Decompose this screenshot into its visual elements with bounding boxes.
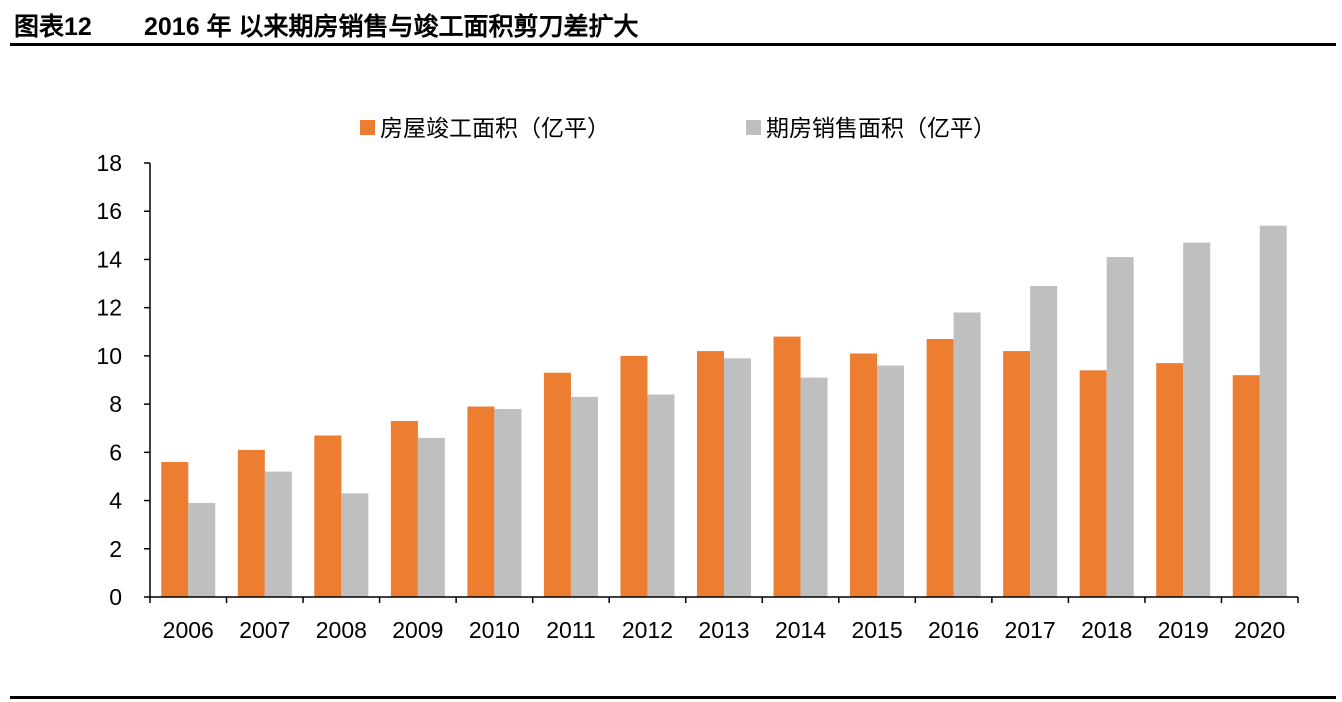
x-tick-label: 2014 bbox=[775, 617, 826, 643]
bar-presale-2008 bbox=[341, 493, 369, 597]
bar-completed-2012 bbox=[620, 355, 648, 597]
x-tick-label: 2020 bbox=[1234, 617, 1285, 643]
legend-label-presale: 期房销售面积（亿平） bbox=[766, 115, 996, 141]
y-tick-label: 2 bbox=[109, 536, 122, 562]
bar-presale-2017 bbox=[1030, 285, 1058, 597]
x-tick-label: 2018 bbox=[1081, 617, 1132, 643]
y-tick-label: 16 bbox=[96, 198, 122, 224]
bar-completed-2009 bbox=[390, 420, 418, 597]
chart-bars bbox=[161, 225, 1287, 598]
bar-completed-2011 bbox=[543, 372, 571, 597]
bar-completed-2020 bbox=[1232, 375, 1260, 597]
bar-presale-2006 bbox=[188, 502, 216, 597]
bar-completed-2013 bbox=[697, 351, 724, 597]
bar-presale-2013 bbox=[724, 358, 751, 597]
bar-presale-2011 bbox=[570, 396, 598, 597]
bar-completed-2016 bbox=[926, 339, 954, 597]
x-tick-label: 2017 bbox=[1005, 617, 1056, 643]
figure-label: 图表12 bbox=[14, 12, 92, 41]
x-tick-label: 2009 bbox=[392, 617, 443, 643]
bar-completed-2006 bbox=[161, 461, 189, 597]
bar-completed-2014 bbox=[773, 336, 801, 597]
x-tick-label: 2006 bbox=[163, 617, 214, 643]
x-tick-label: 2016 bbox=[928, 617, 979, 643]
x-tick-label: 2012 bbox=[622, 617, 673, 643]
bar-completed-2018 bbox=[1079, 370, 1107, 597]
legend-label-completed: 房屋竣工面积（亿平） bbox=[380, 115, 610, 141]
bar-presale-2015 bbox=[877, 365, 905, 597]
bar-completed-2010 bbox=[467, 406, 495, 597]
bar-completed-2007 bbox=[237, 449, 265, 597]
x-tick-label: 2013 bbox=[698, 617, 749, 643]
bar-presale-2009 bbox=[417, 437, 445, 597]
x-tick-label: 2007 bbox=[239, 617, 290, 643]
y-tick-label: 4 bbox=[109, 488, 122, 514]
bar-completed-2017 bbox=[1003, 351, 1031, 597]
bar-presale-2007 bbox=[264, 471, 292, 597]
y-tick-label: 12 bbox=[96, 295, 122, 321]
bar-presale-2020 bbox=[1259, 225, 1287, 597]
bar-completed-2008 bbox=[314, 435, 342, 597]
chart-legend: 房屋竣工面积（亿平） 期房销售面积（亿平） bbox=[360, 115, 996, 141]
figure-title: 2016 年 以来期房销售与竣工面积剪刀差扩大 bbox=[144, 12, 639, 41]
bar-completed-2015 bbox=[850, 353, 878, 597]
y-tick-label: 10 bbox=[96, 343, 122, 369]
x-tick-label: 2011 bbox=[546, 617, 595, 643]
legend-swatch-completed bbox=[360, 120, 375, 135]
x-tick-label: 2010 bbox=[469, 617, 520, 643]
y-tick-label: 14 bbox=[96, 246, 122, 272]
y-tick-label: 0 bbox=[109, 584, 122, 610]
figure-header: 图表12 2016 年 以来期房销售与竣工面积剪刀差扩大 bbox=[10, 6, 1336, 46]
bar-presale-2014 bbox=[800, 377, 828, 597]
bar-presale-2016 bbox=[953, 312, 981, 597]
chart-axes: 0 2 4 6 8 10 12 14 16 18 2006 2007 2008 2009 2010 2011 2… bbox=[96, 150, 1299, 643]
bar-presale-2012 bbox=[647, 394, 675, 597]
bar-presale-2019 bbox=[1183, 242, 1211, 598]
bar-presale-2018 bbox=[1106, 257, 1134, 597]
x-tick-label: 2015 bbox=[851, 617, 902, 643]
y-tick-label: 6 bbox=[109, 439, 122, 465]
bar-completed-2019 bbox=[1156, 363, 1184, 597]
x-tick-label: 2019 bbox=[1158, 617, 1209, 643]
x-tick-label: 2008 bbox=[316, 617, 367, 643]
y-tick-label: 18 bbox=[96, 150, 122, 176]
bottom-rule bbox=[10, 696, 1336, 699]
legend-swatch-presale bbox=[746, 120, 761, 135]
y-tick-label: 8 bbox=[109, 391, 122, 417]
bar-presale-2010 bbox=[494, 408, 522, 597]
